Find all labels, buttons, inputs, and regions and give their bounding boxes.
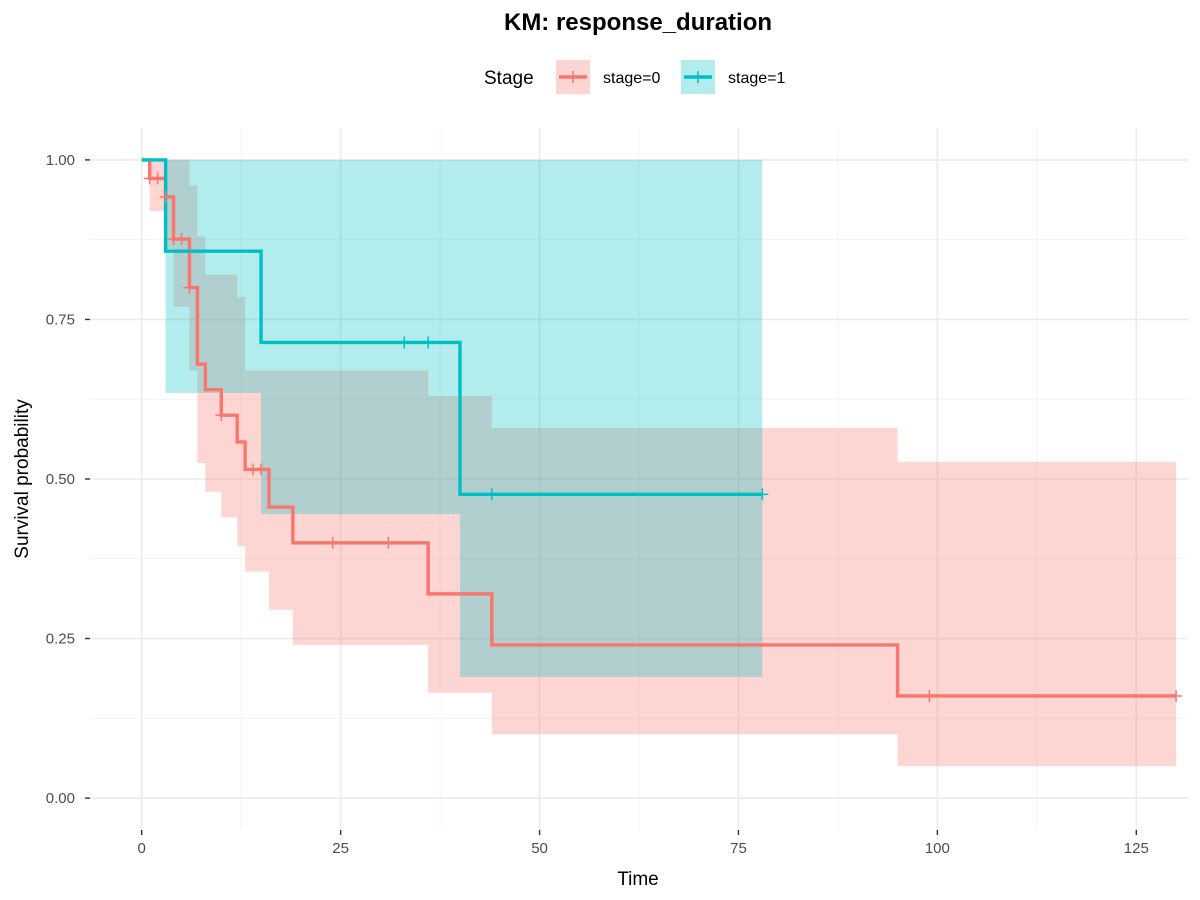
x-tick-label: 100 [925, 840, 950, 857]
censor-marks [143, 172, 1183, 702]
y-axis-label: Survival probability [12, 399, 33, 559]
x-tick-label: 50 [531, 840, 548, 857]
censor-mark [485, 488, 498, 501]
censor-mark [1170, 689, 1183, 702]
censor-mark [422, 336, 435, 349]
x-tick-label: 25 [332, 840, 349, 857]
censor-mark [151, 172, 164, 185]
censor-mark [326, 536, 339, 549]
censor-mark [382, 536, 395, 549]
y-tick-label: 0.50 [46, 471, 75, 488]
axes: 0 25 50 75 100 125 0.00 0.25 0.50 0.75 1.00 [46, 152, 1149, 857]
legend-item-stage-1: stage=1 [681, 60, 785, 94]
censor-mark [398, 336, 411, 349]
legend-title: Stage [484, 68, 534, 89]
confidence-bands [141, 159, 1177, 767]
x-tick-label: 75 [730, 840, 747, 857]
censor-mark [923, 689, 936, 702]
x-tick-label: 125 [1124, 840, 1149, 857]
y-tick-label: 1.00 [46, 152, 75, 169]
survival-curve-stage-1 [141, 158, 763, 497]
censor-mark [183, 281, 196, 294]
legend-label: stage=1 [728, 70, 785, 87]
censor-mark [215, 409, 228, 422]
censor-mark [255, 463, 268, 476]
y-tick-label: 0.00 [46, 790, 75, 807]
chart-title: KM: response_duration [504, 9, 772, 36]
y-tick-label: 0.25 [46, 631, 75, 648]
censor-mark [159, 190, 172, 203]
confidence-band-stage-1 [141, 159, 763, 677]
legend: Stage stage=0 stage=1 [484, 60, 785, 94]
survival-curves [141, 158, 1177, 698]
legend-label: stage=0 [603, 70, 660, 87]
censor-mark [756, 488, 769, 501]
survival-curve-stage-0 [141, 158, 1177, 698]
x-tick-label: 0 [138, 840, 146, 857]
confidence-band-stage-0 [141, 159, 1177, 767]
legend-item-stage-0: stage=0 [556, 60, 660, 94]
censor-mark [175, 233, 188, 246]
y-tick-label: 0.75 [46, 311, 75, 328]
x-axis-label: Time [617, 869, 659, 890]
plot-grid [90, 128, 1188, 830]
